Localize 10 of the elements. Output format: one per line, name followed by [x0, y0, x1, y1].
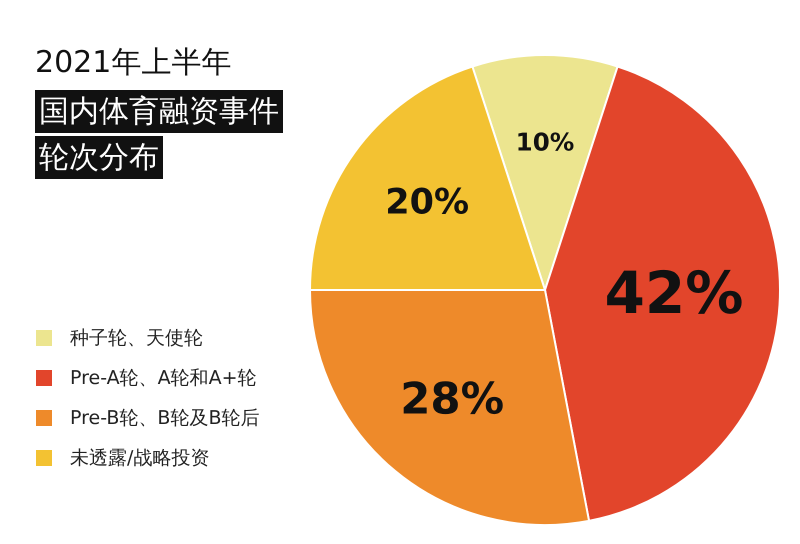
- legend-label: Pre-A轮、A轮和A+轮: [70, 366, 257, 391]
- data-label: 28%: [400, 374, 504, 425]
- data-label: 10%: [516, 128, 574, 157]
- data-label: 20%: [385, 182, 470, 222]
- legend-label: 种子轮、天使轮: [70, 326, 203, 351]
- data-label: 42%: [604, 259, 744, 328]
- legend-label: 未透露/战略投资: [70, 446, 210, 471]
- chart-title: 2021年上半年: [35, 44, 232, 82]
- legend-label: Pre-B轮、B轮及B轮后: [70, 406, 260, 431]
- text: 国内体育融资事件轮次分布: [35, 90, 283, 179]
